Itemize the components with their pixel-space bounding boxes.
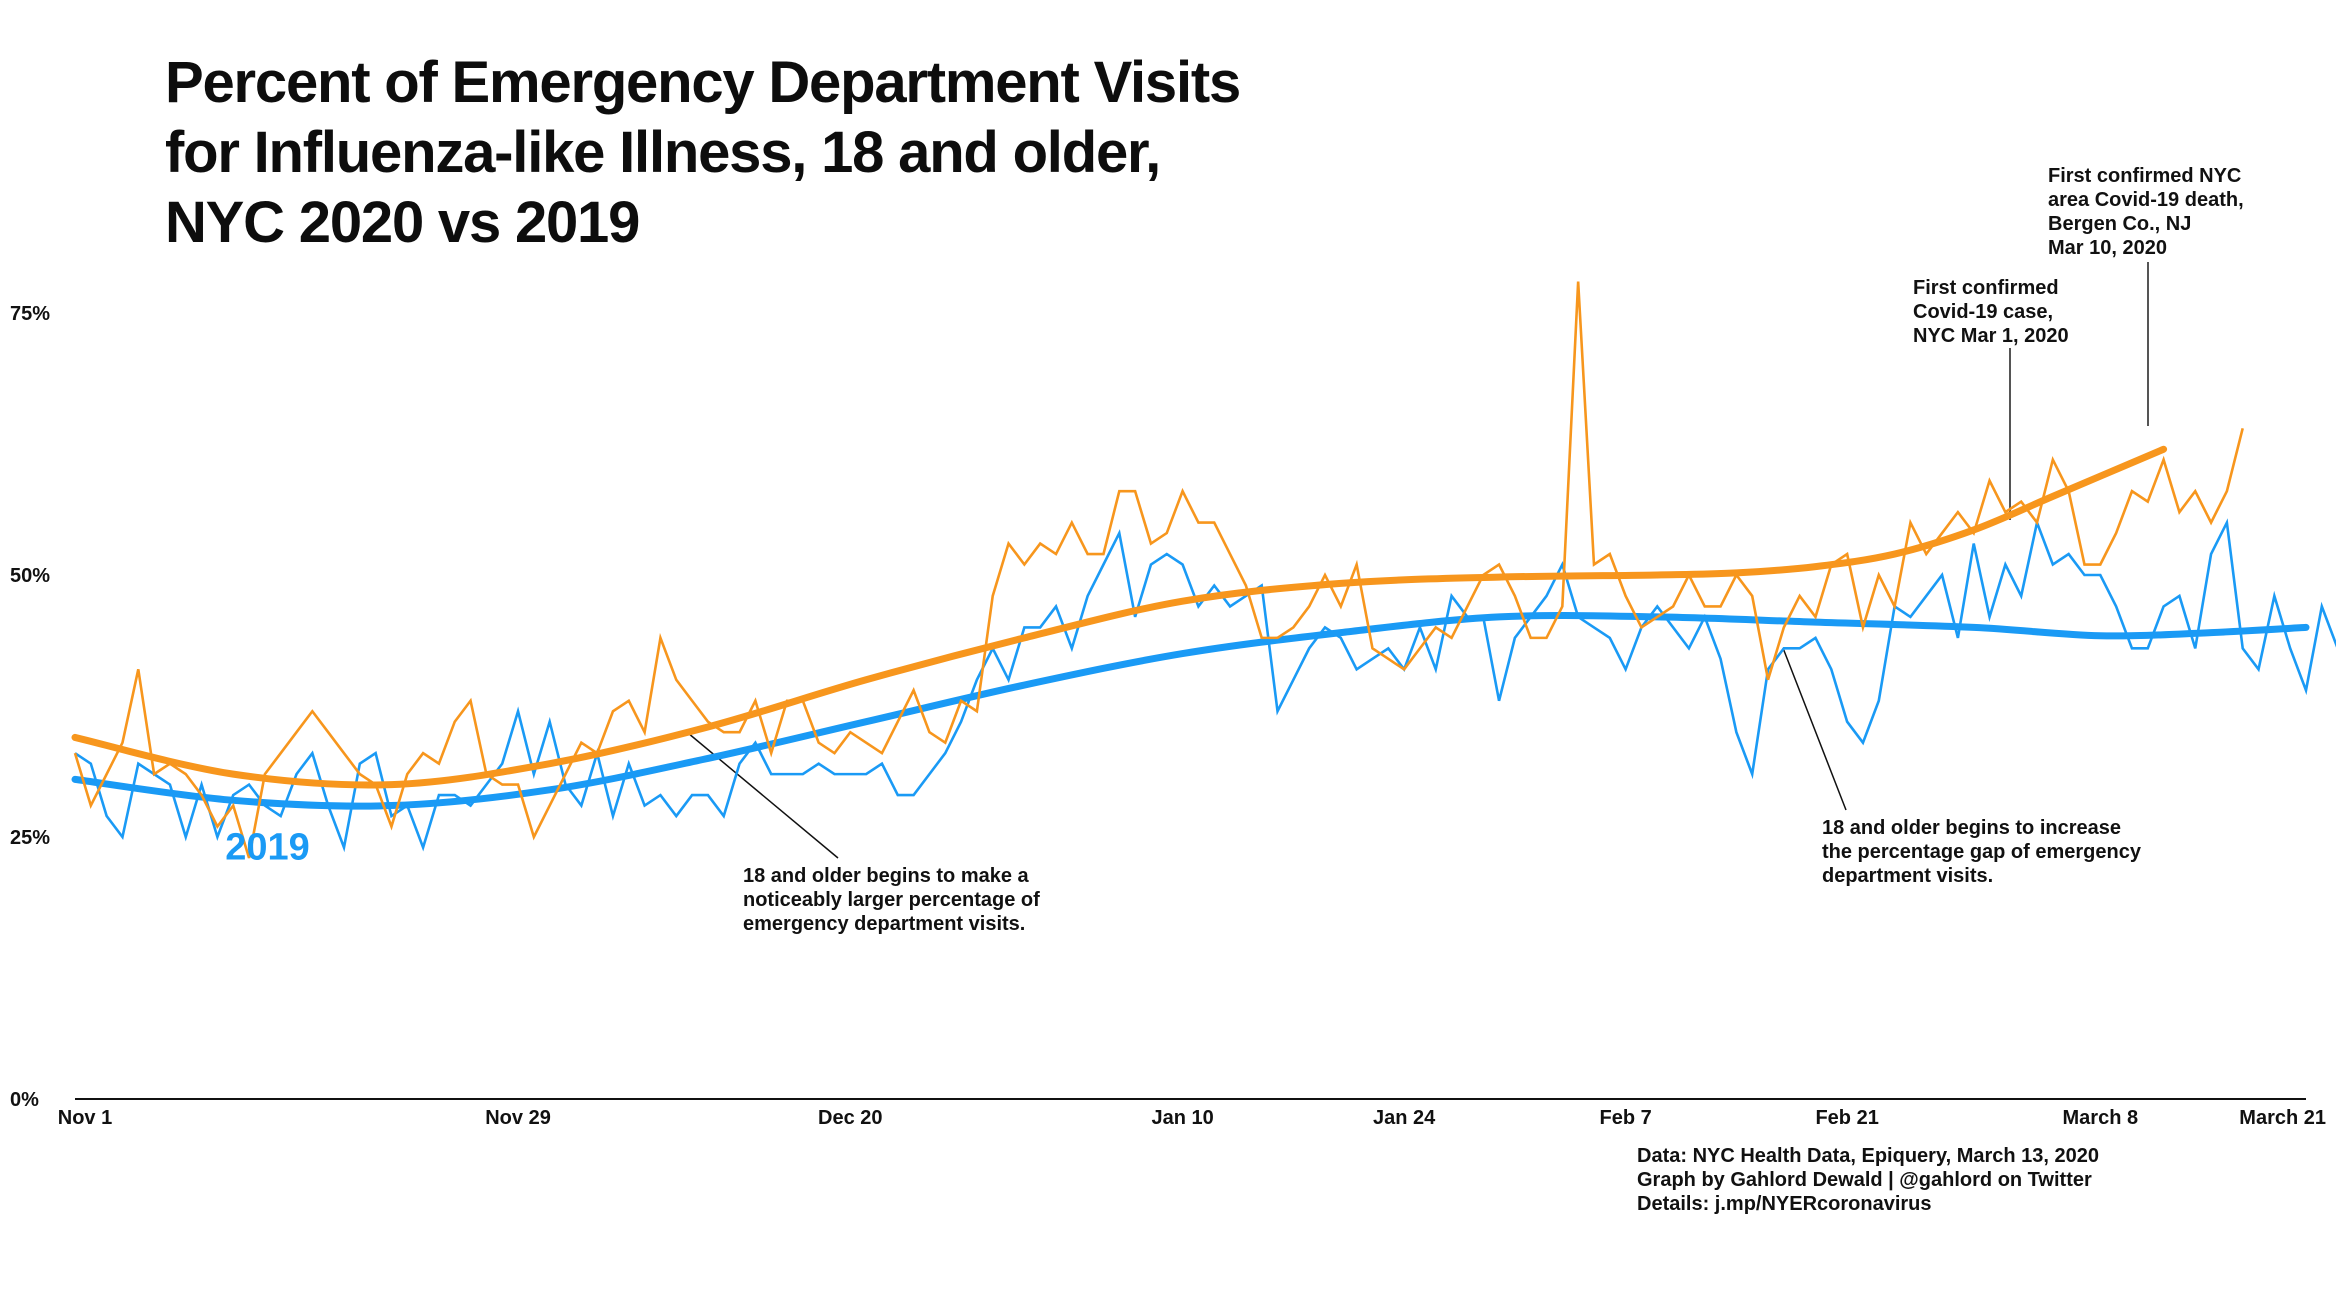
credit-details-link[interactable]: Details: j.mp/NYERcoronavirus bbox=[1637, 1193, 1932, 1215]
y-tick-label: 25% bbox=[10, 827, 50, 849]
y-axis-ticks: 0% 25% 50% 75% bbox=[10, 303, 50, 1111]
annotation-first-case: First confirmed Covid-19 case, NYC Mar 1… bbox=[1913, 276, 2069, 348]
annotation-line: area Covid-19 death, bbox=[2048, 189, 2244, 211]
x-tick-label: Jan 24 bbox=[1373, 1107, 1436, 1129]
trend-line-2019 bbox=[71, 612, 2310, 810]
annotation-line: department visits. bbox=[1822, 865, 1994, 887]
annotation-leaders bbox=[687, 262, 2149, 859]
x-tick-label: Jan 10 bbox=[1151, 1107, 1213, 1129]
series-label-2019: 2019 bbox=[225, 826, 310, 868]
x-tick-label: March 8 bbox=[2063, 1107, 2139, 1129]
annotation-line: First confirmed NYC bbox=[2048, 165, 2242, 187]
chart-title: Percent of Emergency Department Visits f… bbox=[165, 48, 1241, 258]
raw-line-2020 bbox=[73, 281, 2244, 859]
series-2019 bbox=[71, 518, 2336, 853]
annotation-leader-larger-percentage bbox=[687, 732, 839, 859]
annotation-line: 18 and older begins to make a bbox=[743, 865, 1029, 887]
annotation-leader-gap bbox=[1782, 647, 1847, 811]
annotation-line: First confirmed bbox=[1913, 277, 2059, 299]
x-tick-label: Feb 21 bbox=[1815, 1107, 1878, 1129]
annotation-line: noticeably larger percentage of bbox=[743, 889, 1040, 911]
credit-author: Graph by Gahlord Dewald | @gahlord on Tw… bbox=[1637, 1169, 2092, 1191]
annotation-line: Covid-19 case, bbox=[1913, 301, 2054, 323]
title-line: Percent of Emergency Department Visits bbox=[165, 50, 1241, 115]
trend-line-2020 bbox=[71, 445, 2168, 789]
credits: Data: NYC Health Data, Epiquery, March 1… bbox=[1637, 1144, 2099, 1216]
title-line: for Influenza-like Illness, 18 and older… bbox=[165, 120, 1161, 185]
x-axis-ticks: Nov 1 Nov 29 Dec 20 Jan 10 Jan 24 Feb 7 Feb 21… bbox=[58, 1107, 2326, 1129]
x-tick-label: Dec 20 bbox=[818, 1107, 883, 1129]
raw-line-2019 bbox=[74, 518, 2336, 853]
series-2020 bbox=[71, 281, 2244, 859]
x-tick-label: Nov 1 bbox=[58, 1107, 112, 1129]
credit-data-source: Data: NYC Health Data, Epiquery, March 1… bbox=[1637, 1145, 2100, 1167]
annotation-percentage-gap: 18 and older begins to increase the perc… bbox=[1822, 816, 2141, 888]
y-tick-label: 75% bbox=[10, 303, 50, 325]
annotation-first-death: First confirmed NYC area Covid-19 death,… bbox=[2048, 164, 2244, 260]
y-tick-label: 0% bbox=[10, 1089, 39, 1111]
annotation-line: the percentage gap of emergency bbox=[1822, 841, 2141, 863]
annotation-line: emergency department visits. bbox=[743, 913, 1026, 935]
annotation-line: NYC Mar 1, 2020 bbox=[1913, 325, 2069, 347]
annotation-line: 18 and older begins to increase bbox=[1822, 817, 2121, 839]
title-line: NYC 2020 vs 2019 bbox=[165, 190, 640, 255]
x-tick-label: Nov 29 bbox=[485, 1107, 551, 1129]
annotation-larger-percentage: 18 and older begins to make a noticeably… bbox=[743, 864, 1040, 936]
y-tick-label: 50% bbox=[10, 565, 50, 587]
x-tick-label: Feb 7 bbox=[1599, 1107, 1651, 1129]
annotation-line: Bergen Co., NJ bbox=[2048, 213, 2192, 235]
x-tick-label: March 21 bbox=[2239, 1107, 2326, 1129]
annotation-line: Mar 10, 2020 bbox=[2048, 237, 2167, 259]
